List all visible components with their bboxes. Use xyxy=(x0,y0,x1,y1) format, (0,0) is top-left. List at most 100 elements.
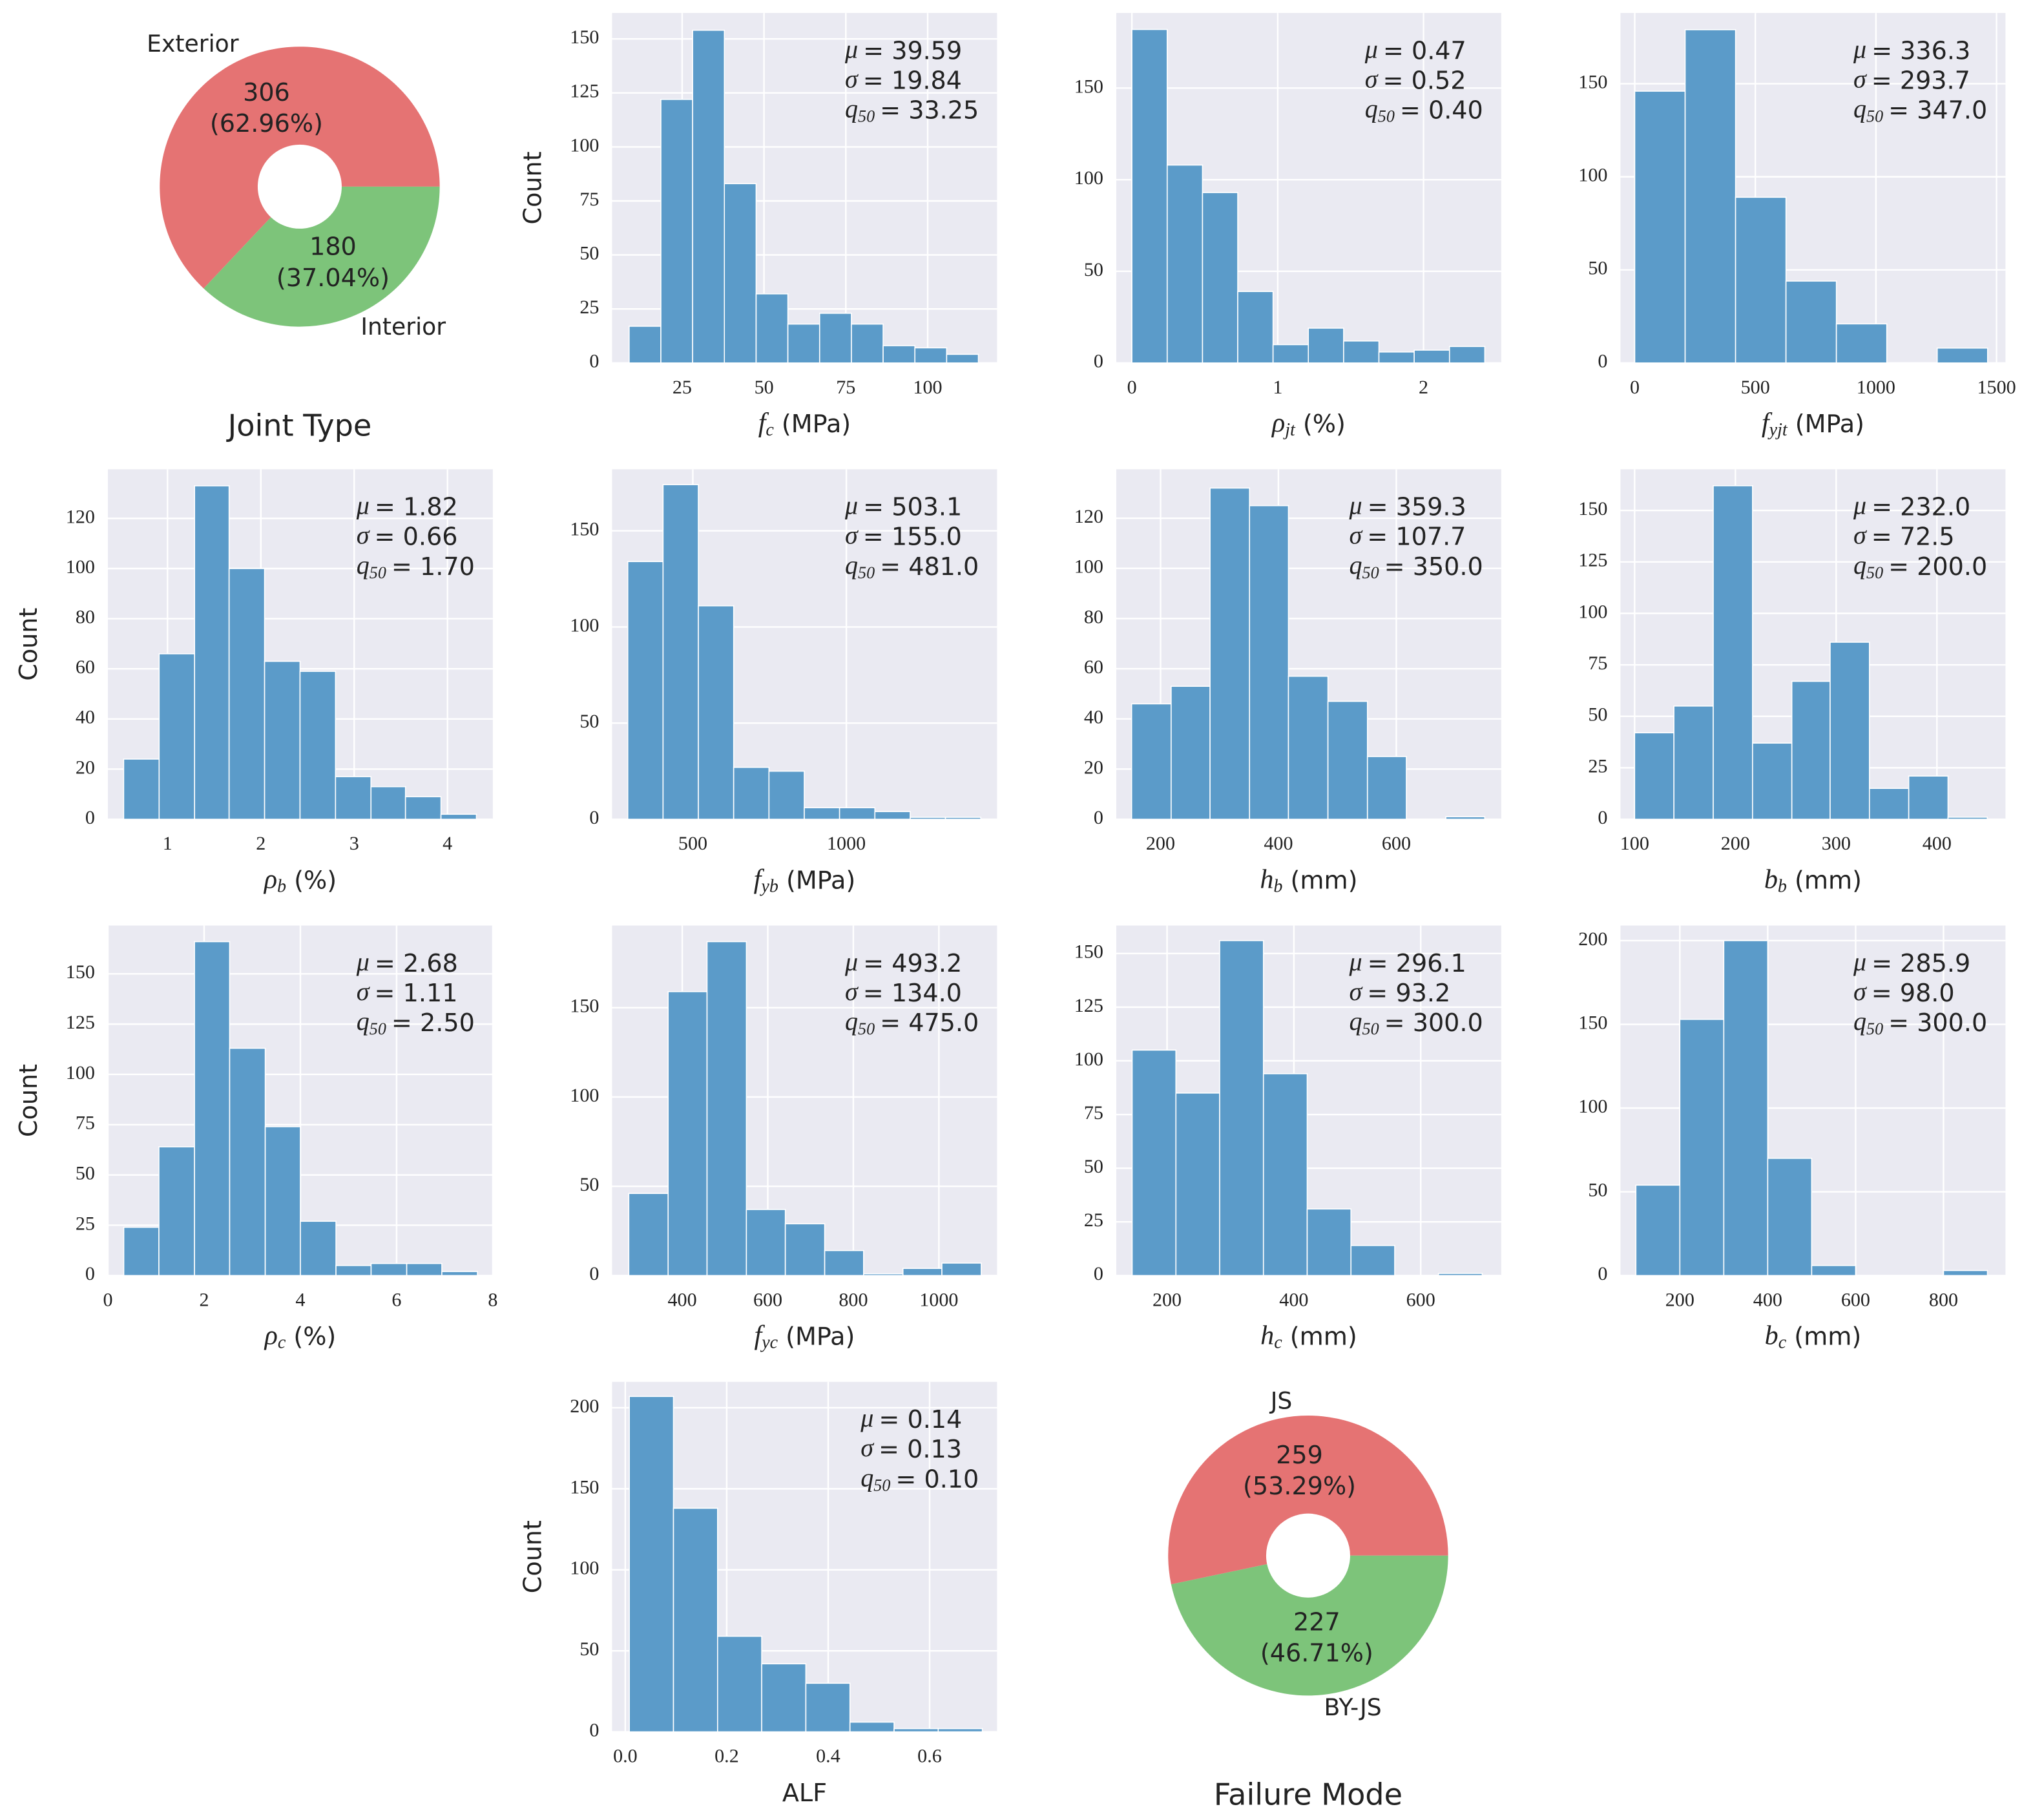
y-axis-label: Count xyxy=(14,1064,43,1137)
histogram-bar xyxy=(1175,1093,1220,1277)
y-tick-label: 75 xyxy=(579,188,599,210)
x-tick-label: 500 xyxy=(1741,376,1770,398)
wedge-percent-label: (37.04%) xyxy=(276,264,390,292)
x-tick-label: 4 xyxy=(443,832,452,854)
stat-annotation: σ = 0.52 xyxy=(1365,65,1466,94)
x-axis-label: ρjt (%) xyxy=(1271,408,1346,441)
y-tick-label: 100 xyxy=(1578,600,1607,622)
x-tick-label: 200 xyxy=(1721,832,1750,854)
stat-annotation: q50 = 300.0 xyxy=(1853,1007,1987,1038)
x-tick-label: 1500 xyxy=(1977,376,2016,398)
histogram-bar xyxy=(839,807,876,820)
stat-annotation: q50 = 300.0 xyxy=(1349,1007,1483,1038)
x-tick-label: 300 xyxy=(1822,832,1851,854)
x-axis-label-symbol: ρ xyxy=(263,864,277,894)
y-tick-label: 200 xyxy=(570,1395,599,1417)
pie-title: Failure Mode xyxy=(1214,1777,1402,1812)
y-tick-label: 200 xyxy=(1578,928,1607,950)
histogram-bar xyxy=(937,1728,983,1733)
x-axis-label-unit: (%) xyxy=(1303,410,1346,438)
stat-annotation: q50 = 481.0 xyxy=(845,550,979,582)
stat-symbol: μ xyxy=(844,491,858,520)
stat-value: = 296.1 xyxy=(1368,948,1466,977)
x-axis-label: fc (MPa) xyxy=(758,408,851,441)
stat-annotation: σ = 0.13 xyxy=(860,1433,962,1463)
x-tick-label: 0.4 xyxy=(816,1745,840,1767)
x-axis-label-symbol: ρ xyxy=(1271,408,1285,438)
stat-value: = 39.59 xyxy=(863,36,962,65)
stat-value: = 359.3 xyxy=(1368,492,1466,521)
stat-value: = 93.2 xyxy=(1367,978,1450,1007)
stat-value: = 0.66 xyxy=(375,522,458,550)
stat-value: = 0.40 xyxy=(1400,96,1483,124)
stat-value: = 2.50 xyxy=(391,1009,475,1037)
histogram-bar xyxy=(662,484,699,820)
x-tick-label: 8 xyxy=(488,1288,497,1310)
x-axis-label-unit: (MPa) xyxy=(786,1322,855,1350)
x-axis-label: fyc (MPa) xyxy=(754,1320,855,1353)
x-axis-label: fyb (MPa) xyxy=(754,864,856,897)
pie-wedge xyxy=(203,186,440,327)
histogram-bar xyxy=(946,353,979,364)
histogram-bar xyxy=(1830,642,1870,820)
stat-annotation: σ = 134.0 xyxy=(845,977,962,1007)
stat-symbol: μ xyxy=(356,491,370,520)
y-tick-label: 25 xyxy=(579,296,599,318)
stat-symbol: σ xyxy=(1853,521,1868,550)
x-axis-label-unit: (%) xyxy=(294,866,337,894)
histogram-bar xyxy=(1684,29,1736,364)
stat-subscript: 50 xyxy=(1362,1020,1379,1038)
x-axis-label: bc (mm) xyxy=(1765,1320,1862,1353)
wedge-value-label: 180 xyxy=(309,233,357,261)
histogram-bar xyxy=(761,1663,807,1733)
stat-value: = 0.14 xyxy=(879,1405,962,1434)
histogram-bar xyxy=(941,1262,982,1277)
histogram-bar xyxy=(1791,680,1831,820)
y-tick-label: 100 xyxy=(570,1557,599,1579)
x-axis-label-unit: (mm) xyxy=(1291,866,1358,894)
stat-annotation: σ = 93.2 xyxy=(1349,977,1450,1007)
histogram-bar xyxy=(1635,1184,1681,1277)
histogram-bar xyxy=(1811,1264,1857,1277)
histogram-bar xyxy=(1785,280,1837,364)
y-tick-label: 0 xyxy=(1598,1262,1607,1284)
stat-value: = 1.82 xyxy=(375,492,458,521)
y-tick-label: 150 xyxy=(1074,941,1103,963)
stat-symbol: σ xyxy=(845,521,859,550)
y-tick-label: 0 xyxy=(85,806,95,828)
y-tick-label: 0 xyxy=(589,1719,599,1741)
x-tick-label: 0 xyxy=(1127,376,1137,398)
stat-symbol: q xyxy=(1853,94,1866,123)
stat-symbol: σ xyxy=(845,977,859,1006)
y-tick-label: 100 xyxy=(1074,556,1103,578)
x-axis-label-unit: (MPa) xyxy=(1795,410,1864,438)
stat-symbol: σ xyxy=(1853,977,1868,1006)
histogram-bar xyxy=(1166,164,1204,364)
histogram-bar xyxy=(1936,347,1988,364)
stat-value: = 1.70 xyxy=(391,552,475,580)
histogram-panel: 0 20 40 60 80 100 120 1 2 3 4 ρb (%) Count μ = 1.82σ = 0… xyxy=(14,469,493,897)
histogram-bar xyxy=(1723,940,1769,1277)
wedge-percent-label: (46.71%) xyxy=(1260,1639,1373,1668)
stat-symbol: μ xyxy=(1364,34,1378,63)
x-axis-label-symbol: h xyxy=(1260,864,1273,894)
pie-wedge xyxy=(160,47,440,289)
histogram-bar xyxy=(629,326,662,364)
histogram-bar xyxy=(724,183,757,364)
stat-subscript: 50 xyxy=(1362,563,1379,582)
x-axis-label-unit: (mm) xyxy=(1290,1322,1357,1350)
histogram-bar xyxy=(1219,940,1264,1277)
x-tick-label: 3 xyxy=(349,832,359,854)
wedge-percent-label: (62.96%) xyxy=(210,109,323,138)
stat-symbol: q xyxy=(357,1007,370,1036)
histogram-bar xyxy=(1634,90,1686,364)
stat-symbol: q xyxy=(1853,1007,1866,1036)
x-tick-label: 200 xyxy=(1152,1288,1182,1310)
y-tick-label: 50 xyxy=(1588,704,1607,726)
histogram-bar xyxy=(733,766,770,820)
stat-symbol: μ xyxy=(1853,491,1866,520)
x-tick-label: 1 xyxy=(1273,376,1282,398)
histogram-bar xyxy=(914,347,948,364)
histogram-bar xyxy=(370,786,406,820)
histogram-bar xyxy=(805,1682,851,1733)
